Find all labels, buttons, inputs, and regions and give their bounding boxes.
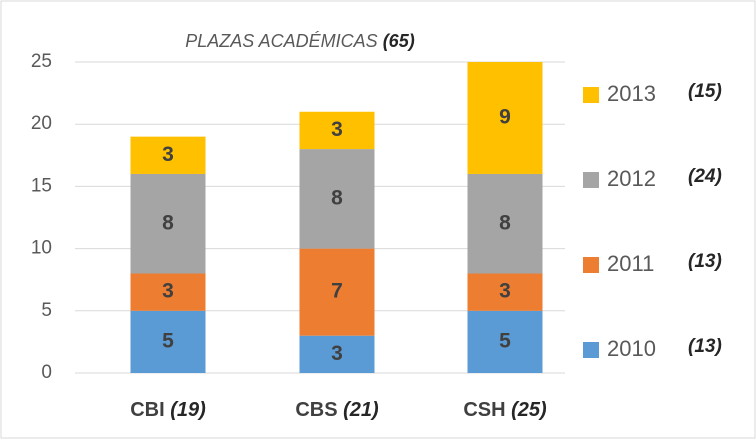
y-tick-label: 25 (31, 51, 52, 72)
y-tick-label: 5 (41, 300, 52, 321)
data-label: 5 (499, 329, 511, 352)
title-total: (65) (383, 31, 415, 51)
data-label: 3 (162, 280, 174, 303)
bar-segment (130, 136, 206, 174)
category-total: (25) (511, 399, 547, 421)
data-label: 8 (331, 186, 343, 209)
bar-segment (299, 335, 375, 373)
y-tick-label: 20 (31, 113, 52, 134)
legend-label: 2012 (607, 166, 656, 191)
x-tick-label: CBS (21) (295, 399, 379, 421)
bar-segment (130, 310, 206, 373)
bar-segment (299, 248, 375, 336)
data-label: 9 (499, 106, 511, 129)
legend-label: 2010 (607, 336, 656, 361)
legend-label: 2011 (607, 251, 654, 276)
bar-segment (467, 62, 543, 174)
data-label: 8 (499, 211, 511, 234)
legend-swatch (583, 257, 599, 273)
y-tick-label: 15 (31, 175, 52, 196)
data-label: 3 (331, 342, 343, 365)
legend-total: (13) (688, 336, 722, 357)
data-label: 3 (499, 280, 511, 303)
x-tick-label: CSH (25) (463, 399, 547, 421)
legend-swatch (583, 87, 599, 103)
legend-total: (15) (688, 81, 722, 102)
data-label: 3 (162, 143, 174, 166)
legend-label: 2013 (607, 81, 656, 106)
bar-segment (299, 111, 375, 150)
y-tick-label: 10 (31, 238, 52, 259)
x-tick-label: CBI (19) (130, 399, 206, 421)
bar-segment (130, 173, 206, 274)
legend-total: (24) (688, 166, 722, 187)
bar-segment (467, 310, 543, 373)
data-label: 3 (331, 118, 343, 141)
bar-segment (467, 273, 543, 311)
legend-swatch (583, 342, 599, 358)
category-name: CBI (130, 399, 164, 421)
data-label: 8 (162, 211, 174, 234)
category-total: (21) (343, 399, 379, 421)
category-total: (19) (170, 399, 206, 421)
bar-segment (299, 149, 375, 249)
legend-total: (13) (688, 251, 722, 272)
bar-segment (467, 173, 543, 274)
data-label: 7 (331, 280, 343, 303)
title-text: PLAZAS ACADÉMICAS (185, 31, 377, 51)
data-label: 5 (162, 329, 174, 352)
legend-swatch (583, 172, 599, 188)
category-name: CSH (463, 399, 505, 421)
chart-title: PLAZAS ACADÉMICAS (65) (185, 31, 414, 51)
category-name: CBS (295, 399, 337, 421)
y-tick-label: 0 (41, 362, 52, 383)
bar-segment (130, 273, 206, 311)
